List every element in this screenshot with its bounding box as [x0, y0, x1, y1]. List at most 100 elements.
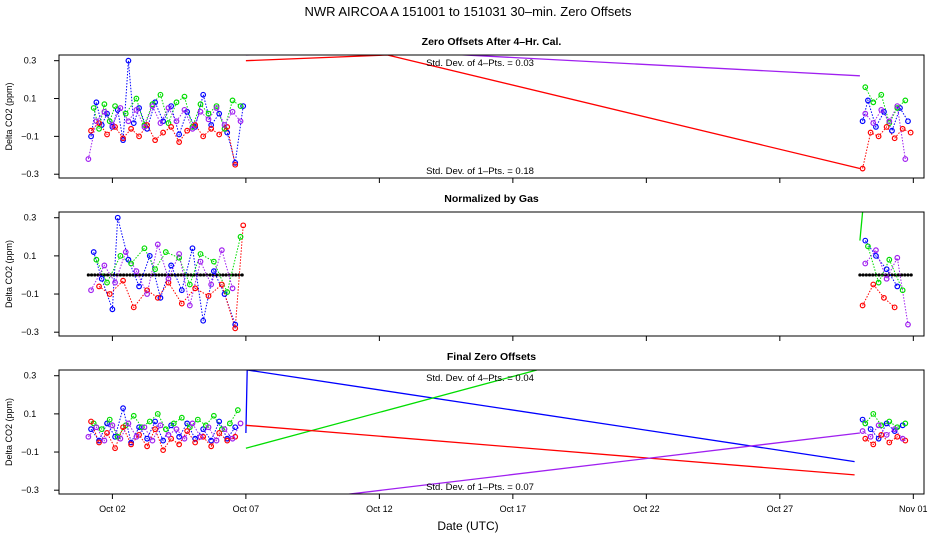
data-point — [85, 156, 92, 162]
data-point — [117, 105, 124, 111]
data-point — [859, 428, 866, 434]
panel-3: Final Zero Offsets Delta CO2 (ppm) −0.3 −0.… — [4, 351, 925, 499]
series-trace-blue — [862, 98, 909, 133]
data-point — [883, 124, 890, 130]
data-point — [200, 133, 207, 140]
data-point — [232, 321, 239, 328]
y-tick-label: 0.1 — [24, 251, 37, 261]
data-point — [878, 91, 885, 98]
data-point — [189, 420, 196, 427]
data-point — [210, 412, 217, 419]
series-trace-blue — [864, 240, 898, 287]
data-point — [130, 304, 137, 311]
data-point — [184, 428, 191, 434]
data-point — [125, 118, 132, 125]
data-point — [181, 106, 188, 113]
data-point — [859, 416, 866, 423]
data-point — [224, 437, 231, 444]
data-point — [889, 127, 895, 134]
reference-point — [198, 273, 203, 277]
data-point — [149, 437, 156, 444]
data-point — [146, 252, 153, 259]
data-point — [176, 441, 183, 448]
data-point — [905, 321, 911, 328]
reference-point — [147, 273, 151, 277]
y-tick-label: 0.1 — [24, 94, 37, 104]
data-point — [891, 428, 898, 434]
data-point — [178, 414, 185, 421]
data-point — [176, 433, 183, 440]
figure-title: NWR AIRCOA A 151001 to 151031 30–min. Ze… — [304, 4, 632, 19]
data-point — [862, 237, 869, 244]
data-point — [886, 120, 893, 127]
reference-point — [89, 273, 94, 277]
data-point — [133, 268, 140, 275]
data-point — [170, 420, 177, 427]
reference-point — [202, 273, 206, 277]
series-purple — [85, 420, 906, 444]
data-point — [237, 118, 244, 125]
y-tick-label: −0.1 — [21, 447, 39, 457]
reference-point — [858, 273, 862, 277]
data-point — [165, 275, 172, 282]
data-point — [181, 93, 188, 100]
data-point — [168, 124, 175, 130]
data-point — [181, 435, 188, 442]
data-point — [149, 103, 156, 109]
plot-area — [86, 212, 913, 332]
data-point — [237, 233, 244, 240]
data-point — [160, 437, 167, 444]
data-point — [859, 165, 866, 172]
data-point — [210, 268, 217, 275]
data-point — [240, 103, 247, 109]
reference-point — [186, 273, 190, 277]
data-point — [194, 416, 201, 423]
data-point — [878, 431, 885, 438]
data-point — [93, 424, 100, 431]
data-point — [112, 103, 118, 109]
data-point — [162, 249, 169, 255]
data-point — [93, 256, 100, 263]
data-point — [234, 407, 241, 413]
data-point — [883, 275, 890, 282]
data-point — [128, 441, 134, 448]
data-point — [154, 410, 161, 417]
data-point — [200, 91, 207, 98]
data-point — [136, 133, 142, 140]
data-point — [106, 291, 113, 297]
reference-point — [138, 273, 142, 277]
series-green — [93, 233, 906, 296]
data-point — [128, 125, 134, 132]
data-point — [224, 129, 231, 136]
data-point — [192, 439, 199, 446]
data-point — [90, 249, 97, 255]
annotation-1pt: Std. Dev. of 1–Pts. = 0.07 — [426, 482, 534, 493]
data-point — [862, 420, 869, 427]
reference-point — [871, 273, 875, 277]
data-point — [208, 437, 215, 444]
data-point — [218, 426, 225, 433]
data-point — [88, 127, 94, 134]
series-red — [88, 120, 914, 172]
reference-point — [118, 273, 123, 277]
data-point — [109, 122, 116, 128]
series-purple — [88, 241, 911, 328]
data-point — [109, 306, 116, 313]
reference-point — [903, 273, 907, 277]
data-point — [221, 122, 228, 128]
y-axis-label: Delta CO2 (ppm) — [4, 240, 14, 308]
data-point — [886, 418, 893, 425]
reference-point — [224, 273, 228, 277]
reference-point — [163, 273, 167, 277]
data-point — [878, 106, 885, 113]
data-point — [152, 418, 159, 425]
data-point — [165, 105, 172, 111]
data-point — [218, 247, 225, 254]
data-point — [208, 125, 215, 132]
data-point — [130, 412, 137, 419]
data-point — [104, 430, 110, 436]
data-point — [117, 252, 124, 259]
data-point — [109, 124, 116, 130]
series-blue — [88, 405, 906, 446]
data-point — [93, 99, 100, 106]
